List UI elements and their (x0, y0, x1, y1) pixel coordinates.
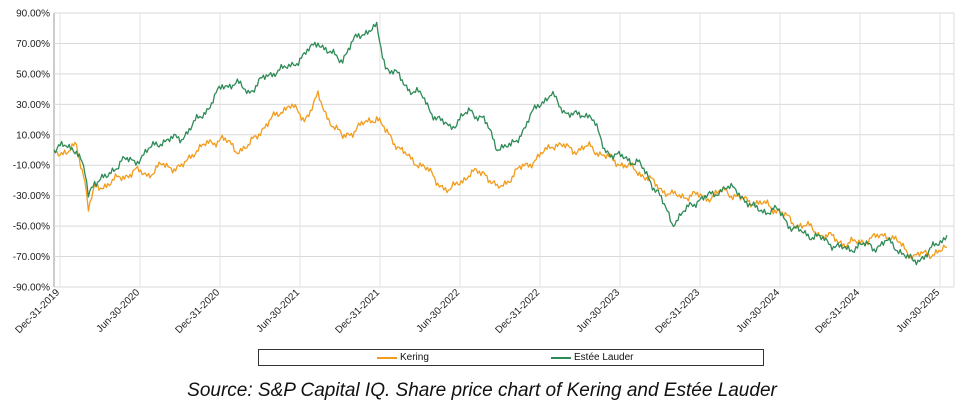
x-tick-label: Jun-30-2021 (255, 287, 303, 335)
x-tick-label: Jun-30-2024 (735, 287, 783, 335)
source-caption: Source: S&P Capital IQ. Share price char… (187, 380, 777, 401)
x-tick-label: Jun-30-2023 (575, 287, 623, 335)
legend: Kering Estée Lauder (258, 349, 764, 366)
series-line-kering (53, 90, 947, 261)
y-tick-label: 70.00% (16, 39, 50, 50)
y-tick-label: -10.00% (13, 161, 50, 172)
gridlines (53, 12, 955, 288)
x-tick-label: Dec-31-2021 (333, 287, 382, 336)
x-tick-label: Dec-31-2019 (13, 287, 62, 336)
x-axis-ticks: Dec-31-2019 Jun-30-2020 Dec-31-2020 Jun-30-… (13, 287, 942, 336)
kering-swatch (377, 356, 397, 359)
x-tick-label: Jun-30-2020 (95, 287, 143, 335)
y-tick-label: -90.00% (13, 283, 50, 294)
estee-lauder-swatch (551, 356, 571, 359)
legend-label-estee-lauder: Estée Lauder (574, 352, 634, 363)
y-tick-label: -50.00% (13, 222, 50, 233)
x-tick-label: Dec-31-2024 (813, 287, 862, 336)
y-tick-label: -30.00% (13, 191, 50, 202)
x-tick-label: Jun-30-2025 (895, 287, 943, 335)
series-lines (53, 21, 948, 266)
line-chart: 90.00% 70.00% 50.00% 30.00% 10.00% -10.00% -30… (13, 9, 955, 336)
legend-item-estee-lauder: Estée Lauder (551, 352, 634, 363)
y-tick-label: 90.00% (16, 9, 50, 20)
legend-label-kering: Kering (400, 352, 429, 363)
y-tick-label: -70.00% (13, 252, 50, 263)
series-line-est-e-lauder (53, 21, 948, 266)
y-tick-label: 50.00% (16, 69, 50, 80)
y-axis-ticks: 90.00% 70.00% 50.00% 30.00% 10.00% -10.00% -30… (13, 9, 50, 294)
x-tick-label: Jun-30-2022 (415, 287, 463, 335)
x-tick-label: Dec-31-2023 (653, 287, 702, 336)
y-tick-label: 30.00% (16, 100, 50, 111)
x-tick-label: Dec-31-2022 (493, 287, 542, 336)
x-tick-label: Dec-31-2020 (173, 287, 222, 336)
legend-item-kering: Kering (377, 352, 429, 363)
y-tick-label: 10.00% (16, 130, 50, 141)
